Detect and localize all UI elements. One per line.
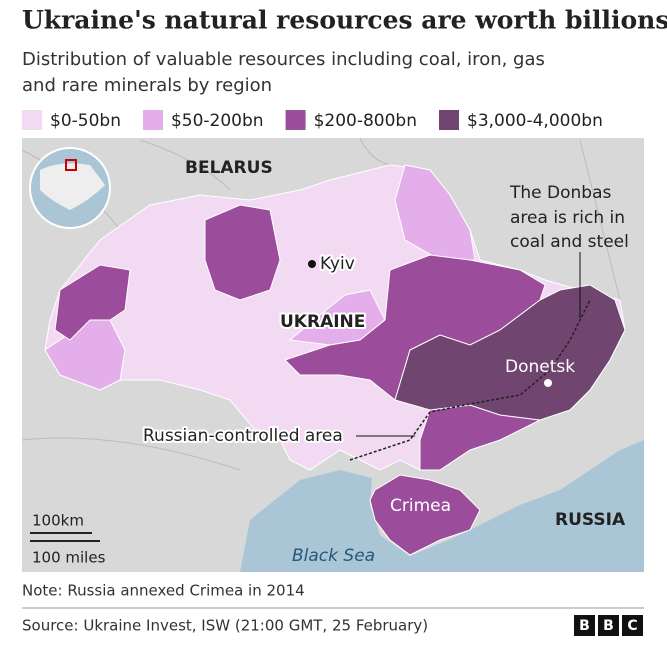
area-label: Russian-controlled area [143,426,343,446]
locator-box [65,159,77,171]
country-label: BELARUS [185,158,273,178]
controlled-boundary [349,299,591,461]
country-label: RUSSIA [555,510,626,530]
scale-label: 100 miles [32,549,106,567]
legend-swatch [142,110,163,130]
annotation: coal and steel [510,232,629,252]
borders [21,137,621,471]
annotation: area is rich in [510,208,625,228]
sea-label: Black Sea [292,546,375,566]
legend-swatch [439,110,459,130]
legend-label: $200-800bn [314,111,417,131]
legend: $0-50bn $50-200bn $200-800bn $3,000-4,000bn [22,110,603,131]
country-label: UKRAINE [280,312,365,332]
subtitle: Distribution of valuable resources inclu… [22,49,545,70]
city-label: Kyiv [320,254,355,274]
region [394,164,476,261]
region [204,204,281,301]
legend-label: $0-50bn [50,111,121,131]
map: BELARUS Kyiv UKRAINE The Donbas area is … [21,137,644,572]
legend-label: $50-200bn [171,111,264,131]
source: Source: Ukraine Invest, ISW (21:00 GMT, … [22,617,428,635]
city-dot [308,260,316,268]
region [54,264,131,341]
logo-box [574,615,595,636]
logo-letter: B [579,618,590,634]
city-dot [544,379,552,387]
logo-letter: B [603,618,614,634]
city-label: Donetsk [505,357,575,377]
logo-box [622,615,643,636]
legend-swatch [285,110,306,130]
logo-box [598,615,619,636]
annotation: The Donbas [509,183,611,203]
scale-label: 100km [32,512,84,530]
logo-letter: C [627,618,637,634]
legend-label: $3,000-4,000bn [467,111,603,131]
sea [240,440,644,572]
note: Note: Russia annexed Crimea in 2014 [22,582,305,600]
subtitle: and rare minerals by region [22,75,272,96]
locator-land [40,163,105,210]
region [394,284,626,421]
legend-swatch [22,110,42,130]
title: Ukraine's natural resources are worth bi… [22,6,667,35]
region [369,474,481,556]
region-label: Crimea [390,496,451,516]
